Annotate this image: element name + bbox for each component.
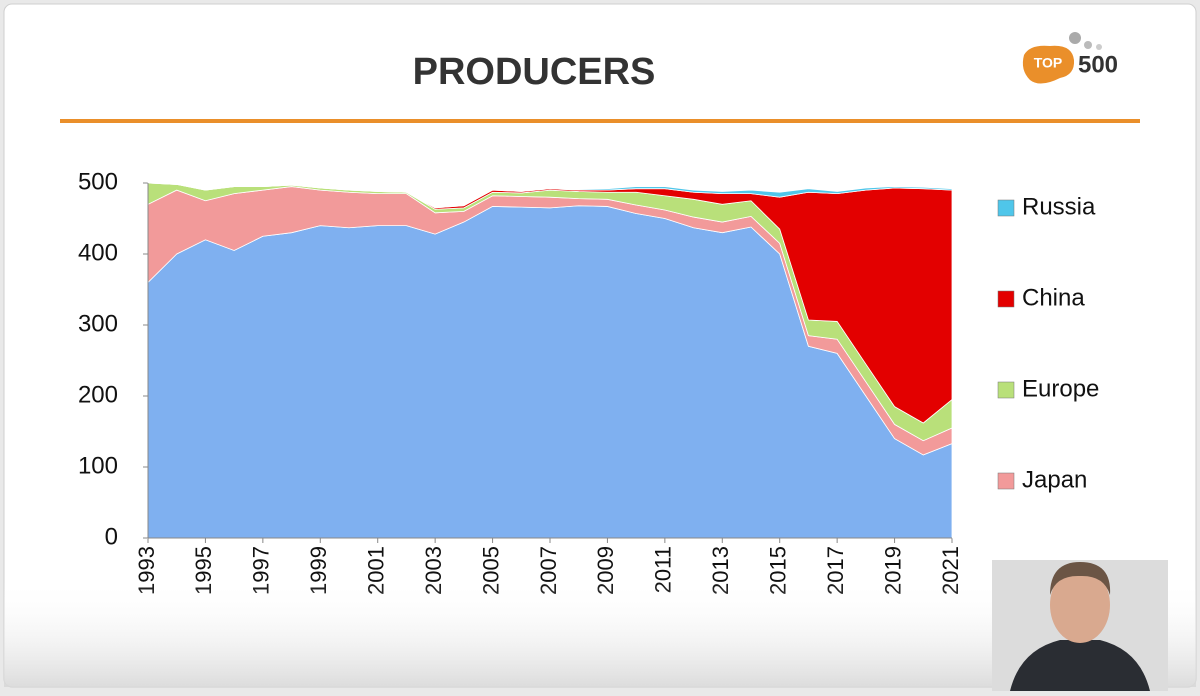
presenter-video: [992, 560, 1168, 691]
y-tick-label: 300: [78, 310, 118, 337]
legend-swatch: [997, 290, 1015, 308]
legend-swatch: [997, 472, 1015, 490]
legend-swatch: [997, 381, 1015, 399]
logo-dot: [1069, 32, 1081, 44]
y-tick-label: 0: [105, 523, 118, 550]
legend-label: Europe: [1022, 375, 1099, 402]
legend-label: Japan: [1022, 466, 1087, 493]
legend-label: China: [1022, 284, 1085, 311]
y-tick-label: 500: [78, 168, 118, 195]
y-tick-label: 200: [78, 381, 118, 408]
presenter-body: [1010, 640, 1150, 691]
y-tick-label: 400: [78, 239, 118, 266]
presenter-hair: [1050, 562, 1111, 595]
area: [147, 182, 953, 209]
logo-dot: [1084, 41, 1092, 49]
legend-swatch: [997, 199, 1015, 217]
y-tick-label: 100: [78, 452, 118, 479]
logo-shape: [1022, 45, 1075, 84]
logo-text: 500: [1078, 51, 1118, 78]
logo-text: TOP: [1034, 55, 1063, 71]
logo-dot: [1096, 44, 1102, 50]
chart-title: PRODUCERS: [413, 51, 656, 93]
presenter-head: [1050, 567, 1110, 643]
logo: TOP 500: [1022, 32, 1118, 84]
legend-label: Russia: [1022, 193, 1096, 220]
